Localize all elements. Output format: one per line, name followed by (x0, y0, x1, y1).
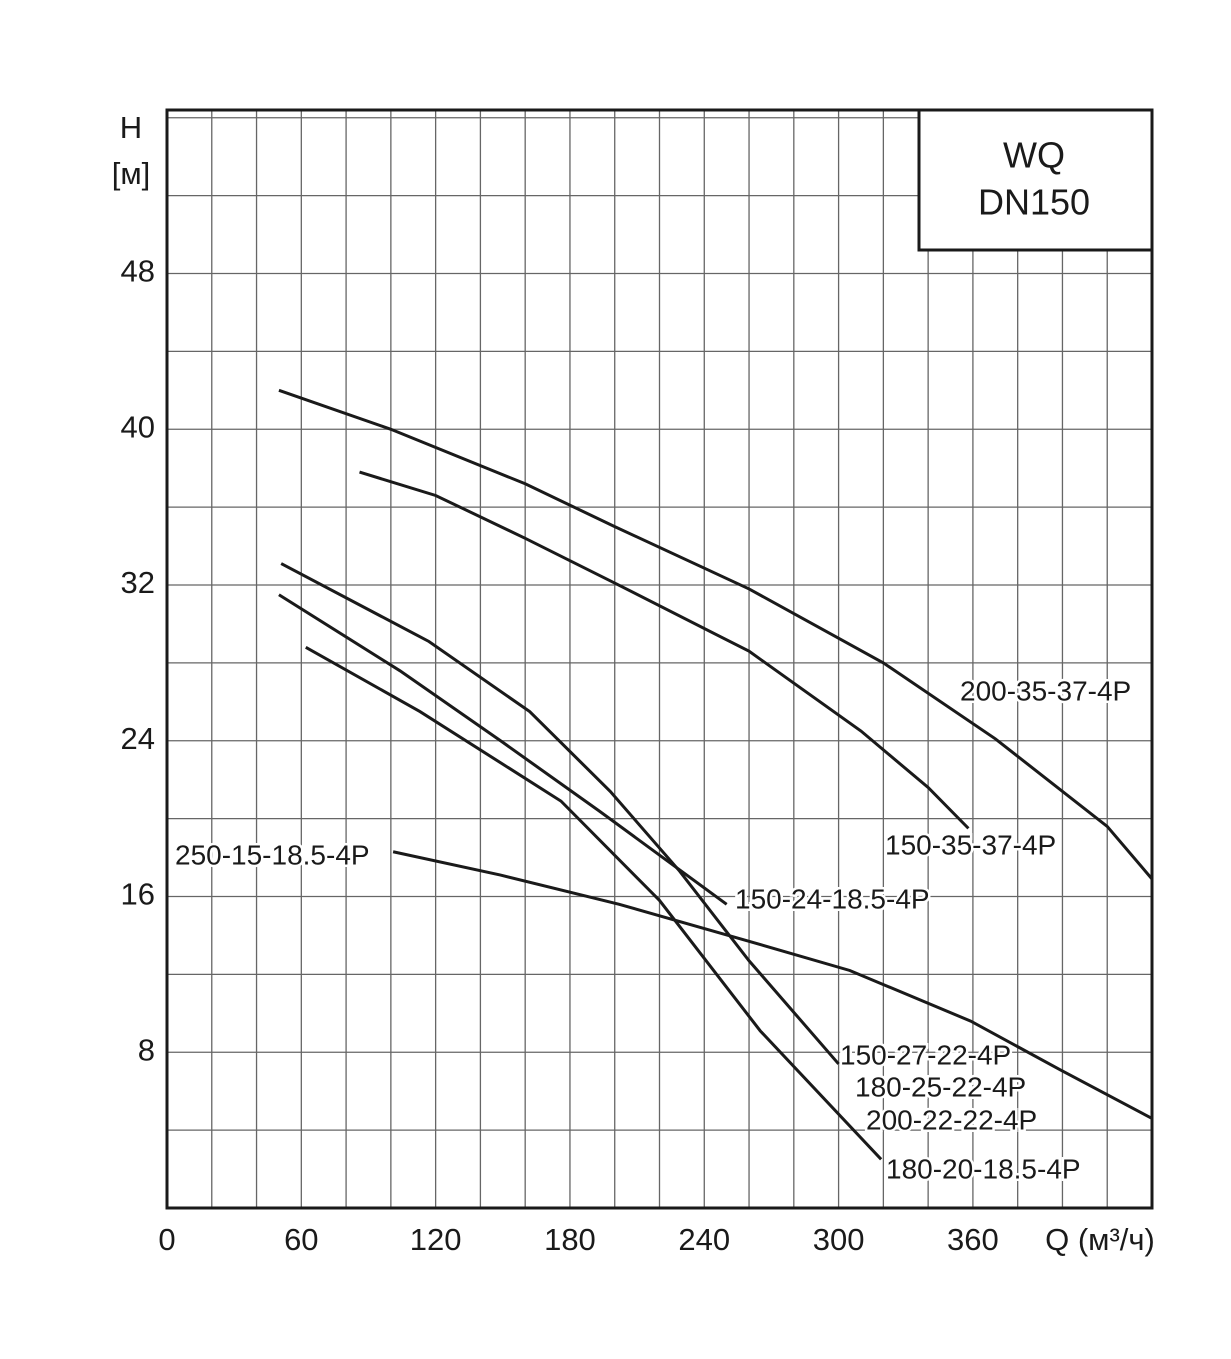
curve-label: 200-35-37-4P (960, 675, 1131, 706)
curve (280, 562, 840, 1065)
y-axis-unit: [м] (112, 156, 151, 191)
x-axis-label: Q (м³/ч) (1045, 1222, 1155, 1257)
title-box (917, 108, 1154, 252)
y-tick-label: 16 (121, 877, 155, 912)
curve-label: 150-24-18.5-4P (735, 883, 930, 914)
x-tick-label: 360 (947, 1222, 999, 1257)
y-tick-label: 32 (121, 565, 155, 600)
plot-frame (165, 108, 1154, 1210)
x-tick-label: 60 (284, 1222, 318, 1257)
x-tick-label: 0 (158, 1222, 175, 1257)
curve (392, 850, 1153, 1120)
curve (278, 593, 728, 906)
curve-label: 180-25-22-4P (855, 1071, 1026, 1102)
curve-label: 200-22-22-4P (866, 1104, 1037, 1135)
y-tick-label: 8 (138, 1032, 155, 1067)
curve-label: 150-35-37-4P (885, 829, 1056, 860)
chart-subtitle: DN150 (978, 182, 1090, 223)
curve (278, 388, 1154, 880)
y-tick-label: 24 (121, 721, 155, 756)
curve (359, 470, 970, 830)
chart-title: WQ (1003, 135, 1065, 176)
x-tick-label: 180 (544, 1222, 596, 1257)
x-tick-label: 300 (813, 1222, 865, 1257)
y-tick-label: 40 (121, 409, 155, 444)
curve-label: 150-27-22-4P (840, 1039, 1011, 1070)
curve (305, 646, 883, 1161)
curve-label: 250-15-18.5-4P (175, 839, 370, 870)
x-tick-label: 240 (678, 1222, 730, 1257)
y-tick-label: 48 (121, 254, 155, 289)
y-axis-label: H (120, 110, 142, 145)
curve-label: 180-20-18.5-4P (886, 1153, 1081, 1184)
x-tick-label: 120 (410, 1222, 462, 1257)
